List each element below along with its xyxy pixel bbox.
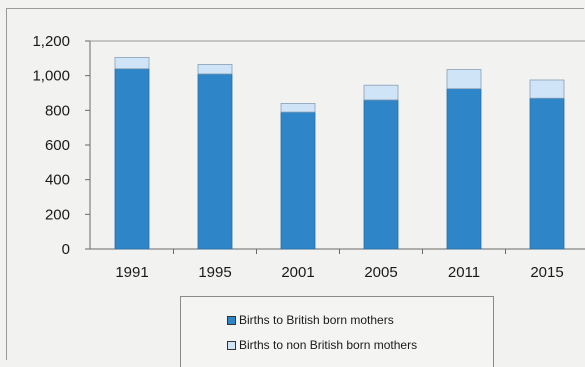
chart-bars [114, 57, 565, 250]
bar-non-british [446, 69, 482, 90]
x-tick-label: 2001 [281, 264, 314, 281]
y-tick-label: 800 [45, 102, 70, 119]
y-tick-label: 1,000 [32, 68, 70, 85]
x-tick-label: 1995 [198, 264, 231, 281]
x-tick-label: 1991 [115, 264, 148, 281]
bar-non-british [529, 79, 565, 99]
bar-non-british [114, 57, 150, 70]
x-tick-label: 2011 [448, 264, 480, 281]
bar-british [280, 111, 316, 250]
bar-british [197, 73, 233, 250]
x-tick-label: 2005 [364, 264, 397, 281]
legend-item-british: Births to British born mothers [227, 313, 394, 327]
bar-british [529, 97, 565, 250]
legend-label-british: Births to British born mothers [239, 313, 394, 327]
y-tick-label: 1,200 [32, 33, 70, 50]
chart-frame [6, 8, 584, 360]
y-tick-label: 200 [45, 206, 70, 223]
bar-british [446, 88, 482, 250]
y-tick-label: 600 [45, 137, 70, 154]
y-axis-ticks: 0 200 400 600 800 1,000 1,200 [32, 33, 90, 258]
bar-non-british [363, 84, 399, 101]
y-tick-label: 0 [62, 241, 70, 258]
legend-item-non-british: Births to non British born mothers [227, 338, 417, 352]
y-tick-label: 400 [45, 172, 70, 189]
bar-non-british [197, 64, 233, 75]
legend-swatch-british [227, 315, 236, 325]
x-axis-ticks: 1991 1995 2001 2005 2011 2015 [115, 249, 564, 281]
legend-label-non-british: Births to non British born mothers [239, 338, 418, 352]
x-tick-label: 2015 [530, 264, 563, 281]
bar-non-british [280, 103, 316, 113]
chart-legend: Births to British born mothers Births to… [180, 296, 494, 367]
legend-swatch-non-british [227, 340, 236, 350]
chart-axes [89, 40, 585, 250]
bar-british [363, 99, 399, 250]
bar-british [114, 68, 150, 250]
